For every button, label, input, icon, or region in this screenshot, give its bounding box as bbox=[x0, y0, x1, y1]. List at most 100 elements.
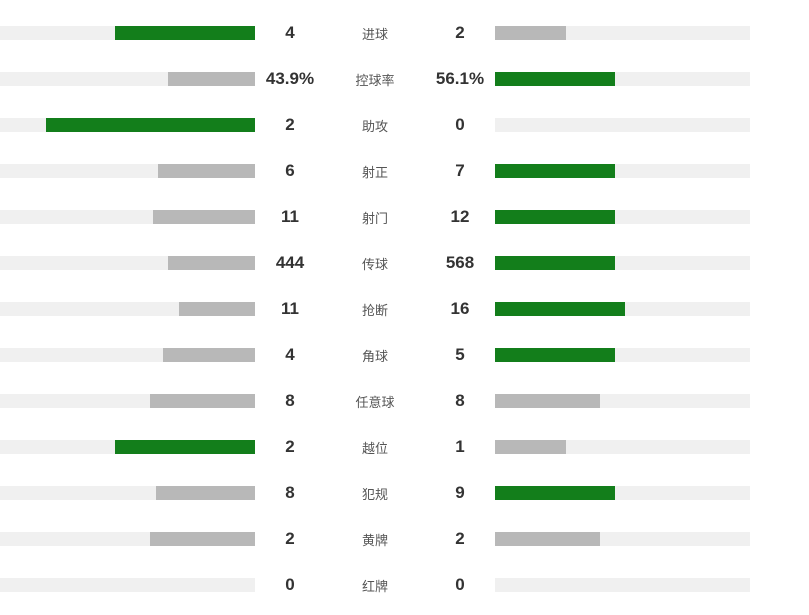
stat-row: 8任意球8 bbox=[0, 393, 809, 409]
stat-bar-right-fill bbox=[495, 348, 615, 362]
stat-label: 传球 bbox=[325, 254, 425, 273]
stat-value-right: 0 bbox=[425, 575, 495, 595]
stat-bar-left-fill bbox=[150, 394, 255, 408]
stat-bar-left bbox=[0, 578, 255, 592]
stat-bar-right bbox=[495, 72, 750, 86]
stat-value-left: 2 bbox=[255, 115, 325, 135]
stat-bar-left bbox=[0, 164, 255, 178]
stat-bar-left-fill bbox=[115, 440, 255, 454]
stat-value-left: 4 bbox=[255, 345, 325, 365]
stat-value-right: 56.1% bbox=[425, 69, 495, 89]
stat-row: 4进球2 bbox=[0, 25, 809, 41]
stat-row: 2越位1 bbox=[0, 439, 809, 455]
stat-bar-right bbox=[495, 118, 750, 132]
stat-bar-right-fill bbox=[495, 164, 615, 178]
stat-bar-left-fill bbox=[163, 348, 255, 362]
stat-value-right: 568 bbox=[425, 253, 495, 273]
stat-bar-right-fill bbox=[495, 532, 600, 546]
stat-value-right: 16 bbox=[425, 299, 495, 319]
stat-value-right: 0 bbox=[425, 115, 495, 135]
stat-label: 控球率 bbox=[325, 70, 425, 89]
stat-bar-left-fill bbox=[168, 72, 255, 86]
stat-value-right: 2 bbox=[425, 23, 495, 43]
stat-bar-left bbox=[0, 256, 255, 270]
stat-value-right: 8 bbox=[425, 391, 495, 411]
stat-label: 助攻 bbox=[325, 116, 425, 135]
stat-row: 43.9%控球率56.1% bbox=[0, 71, 809, 87]
stat-bar-right bbox=[495, 440, 750, 454]
stat-bar-right bbox=[495, 578, 750, 592]
stat-bar-right bbox=[495, 302, 750, 316]
stat-row: 0红牌0 bbox=[0, 577, 809, 593]
stat-label: 红牌 bbox=[325, 576, 425, 595]
stat-row: 11抢断16 bbox=[0, 301, 809, 317]
stat-label: 黄牌 bbox=[325, 530, 425, 549]
stat-bar-left bbox=[0, 210, 255, 224]
stat-bar-left-fill bbox=[150, 532, 255, 546]
stat-bar-right bbox=[495, 532, 750, 546]
stat-bar-right bbox=[495, 486, 750, 500]
stat-bar-right-fill bbox=[495, 256, 615, 270]
stat-bar-left-fill bbox=[115, 26, 255, 40]
stat-bar-right bbox=[495, 26, 750, 40]
stat-bar-right-fill bbox=[495, 394, 600, 408]
stat-value-right: 7 bbox=[425, 161, 495, 181]
stat-bar-left bbox=[0, 348, 255, 362]
stat-bar-right-fill bbox=[495, 302, 625, 316]
stat-value-right: 2 bbox=[425, 529, 495, 549]
stat-value-left: 2 bbox=[255, 437, 325, 457]
stat-bar-left-fill bbox=[153, 210, 255, 224]
stat-bar-left-fill bbox=[156, 486, 255, 500]
stat-value-left: 11 bbox=[255, 207, 325, 227]
stat-row: 2助攻0 bbox=[0, 117, 809, 133]
stat-value-left: 8 bbox=[255, 483, 325, 503]
stat-value-right: 9 bbox=[425, 483, 495, 503]
stat-label: 犯规 bbox=[325, 484, 425, 503]
match-stats-container: 4进球243.9%控球率56.1%2助攻06射正711射门12444传球5681… bbox=[0, 0, 809, 593]
stat-row: 6射正7 bbox=[0, 163, 809, 179]
stat-bar-left bbox=[0, 302, 255, 316]
stat-label: 任意球 bbox=[325, 392, 425, 411]
stat-label: 射正 bbox=[325, 162, 425, 181]
stat-value-left: 6 bbox=[255, 161, 325, 181]
stat-value-right: 1 bbox=[425, 437, 495, 457]
stat-label: 抢断 bbox=[325, 300, 425, 319]
stat-bar-left-fill bbox=[158, 164, 255, 178]
stat-bar-right bbox=[495, 210, 750, 224]
stat-label: 射门 bbox=[325, 208, 425, 227]
stat-bar-right bbox=[495, 348, 750, 362]
stat-row: 444传球568 bbox=[0, 255, 809, 271]
stat-value-left: 43.9% bbox=[255, 69, 325, 89]
stat-value-left: 4 bbox=[255, 23, 325, 43]
stat-bar-left bbox=[0, 440, 255, 454]
stat-value-left: 2 bbox=[255, 529, 325, 549]
stat-bar-right bbox=[495, 256, 750, 270]
stat-label: 角球 bbox=[325, 346, 425, 365]
stat-bar-left bbox=[0, 72, 255, 86]
stat-value-left: 8 bbox=[255, 391, 325, 411]
stat-bar-left-fill bbox=[168, 256, 255, 270]
stat-row: 8犯规9 bbox=[0, 485, 809, 501]
stat-bar-left-fill bbox=[179, 302, 256, 316]
stat-bar-left bbox=[0, 118, 255, 132]
stat-value-right: 5 bbox=[425, 345, 495, 365]
stat-bar-right-fill bbox=[495, 210, 615, 224]
stat-bar-right-fill bbox=[495, 486, 615, 500]
stat-value-right: 12 bbox=[425, 207, 495, 227]
stat-bar-right-fill bbox=[495, 440, 566, 454]
stat-row: 2黄牌2 bbox=[0, 531, 809, 547]
stat-bar-left-fill bbox=[46, 118, 255, 132]
stat-bar-left bbox=[0, 394, 255, 408]
stat-bar-right-fill bbox=[495, 26, 566, 40]
stat-bar-right bbox=[495, 394, 750, 408]
stat-row: 4角球5 bbox=[0, 347, 809, 363]
stat-bar-left bbox=[0, 26, 255, 40]
stat-label: 越位 bbox=[325, 438, 425, 457]
stat-value-left: 11 bbox=[255, 299, 325, 319]
stat-bar-right-fill bbox=[495, 72, 615, 86]
stat-row: 11射门12 bbox=[0, 209, 809, 225]
stat-label: 进球 bbox=[325, 24, 425, 43]
stat-bar-left bbox=[0, 532, 255, 546]
stat-value-left: 0 bbox=[255, 575, 325, 595]
stat-value-left: 444 bbox=[255, 253, 325, 273]
